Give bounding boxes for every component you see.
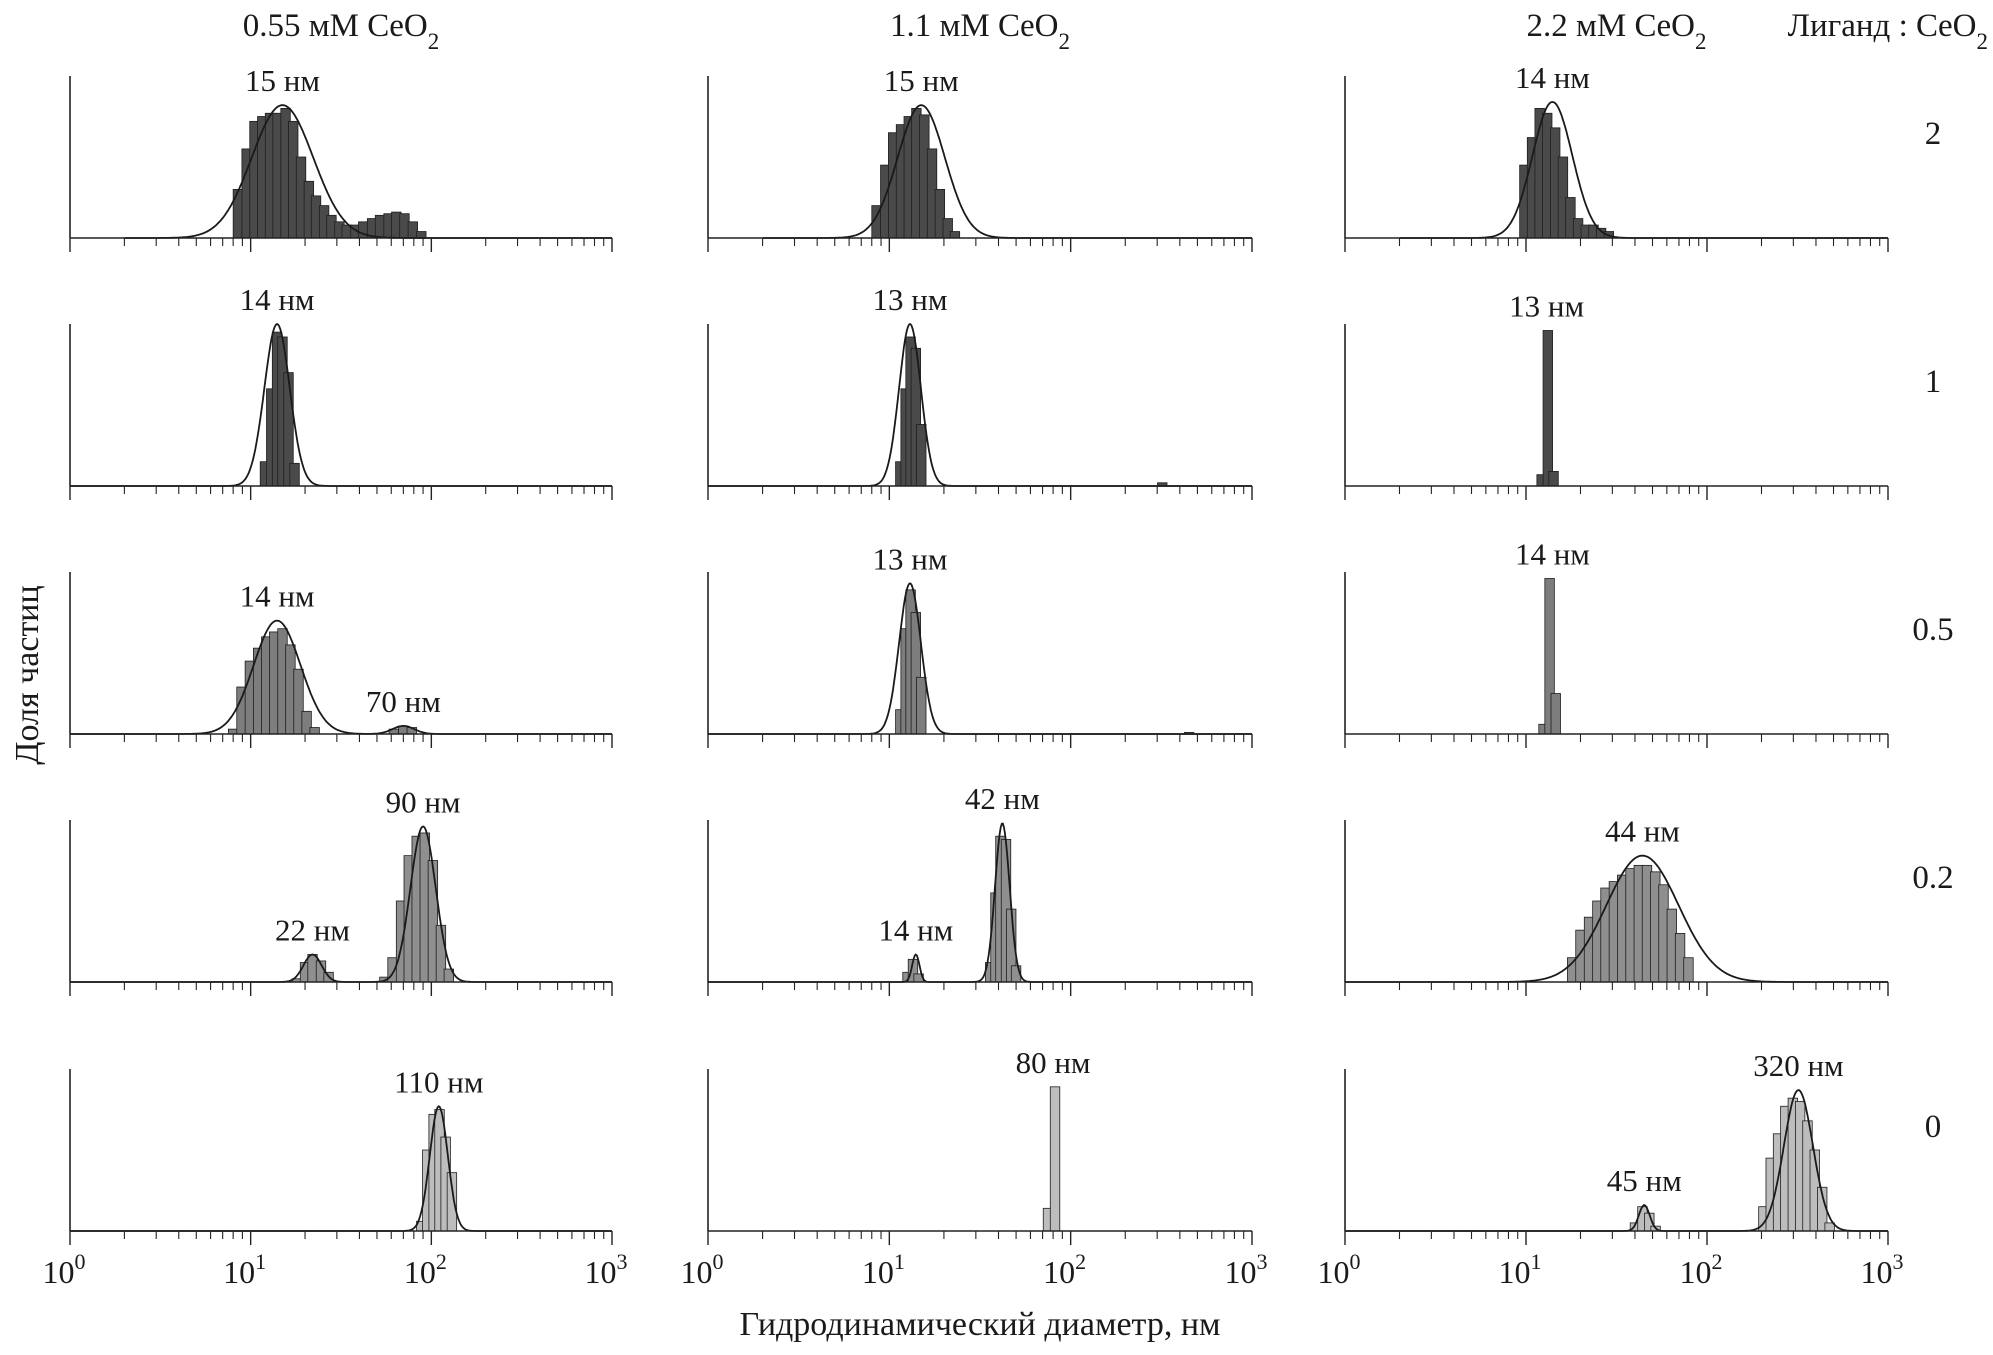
peak-label: 45 нм xyxy=(1607,1163,1682,1198)
panel-r0-c2: 14 нм xyxy=(1344,60,1889,252)
fit-curve xyxy=(708,582,1252,735)
panel-r3-c2: 44 нм xyxy=(1344,814,1889,996)
panel-r4-c0: 110 нм xyxy=(69,1064,613,1245)
peak-label: 70 нм xyxy=(366,684,441,719)
peak-label: 15 нм xyxy=(245,63,320,98)
peak-label: 90 нм xyxy=(386,784,461,819)
fit-curve xyxy=(70,619,612,735)
panels: 15 нм 15 нм 14 нм 14 нм 13 нм 13 нм 14 нм 70 нм… xyxy=(69,60,1889,1245)
x-tick-label: 103 xyxy=(585,1249,628,1290)
peak-label: 22 нм xyxy=(275,912,350,947)
column-title-1: 1.1 мМ CeO2 xyxy=(890,8,1070,54)
peak-label: 14 нм xyxy=(1515,60,1590,95)
bar-23 xyxy=(416,231,427,239)
peak-label: 15 нм xyxy=(884,63,959,98)
peak-label: 80 нм xyxy=(1016,1045,1091,1080)
bar-2 xyxy=(1548,471,1559,487)
peak-label: 13 нм xyxy=(873,282,948,317)
panel-r2-c2: 14 нм xyxy=(1344,536,1889,748)
bar-1 xyxy=(1542,330,1553,487)
ratio-label-3: 0.2 xyxy=(1912,860,1953,896)
fit-curve xyxy=(762,104,1252,239)
x-tick-label: 102 xyxy=(1043,1249,1086,1290)
peak-label: 13 нм xyxy=(1509,288,1584,323)
peak-label: 320 нм xyxy=(1753,1048,1843,1083)
x-tick-label: 100 xyxy=(681,1249,724,1290)
ratio-label-1: 1 xyxy=(1925,364,1942,400)
x-tick-label: 102 xyxy=(1680,1249,1723,1290)
x-tick-label: 101 xyxy=(223,1249,266,1290)
fit-curve xyxy=(708,323,1252,487)
x-axis-label: Гидродинамический диаметр, нм xyxy=(739,1306,1220,1343)
bar-10 xyxy=(949,231,961,239)
fit-curve xyxy=(708,822,1252,983)
peak-label: 13 нм xyxy=(873,541,948,576)
panel-r1-c0: 14 нм xyxy=(69,282,613,500)
peak-label: 110 нм xyxy=(394,1064,483,1099)
bar-1 xyxy=(1049,1086,1061,1232)
bar-4 xyxy=(916,424,927,487)
x-tick-label: 100 xyxy=(1318,1249,1361,1290)
bar-10 xyxy=(309,727,320,735)
bar-5 xyxy=(289,462,300,487)
peak-label: 14 нм xyxy=(240,282,315,317)
panel-r4-c2: 45 нм 320 нм xyxy=(1344,1048,1889,1245)
peak-label: 14 нм xyxy=(240,579,315,614)
fit-curve xyxy=(70,1105,612,1232)
panel-r4-c1: 80 нм xyxy=(707,1045,1253,1245)
bar-2 xyxy=(1550,693,1561,735)
column-title-0: 0.55 мМ CeO2 xyxy=(243,8,439,54)
peak-label: 42 нм xyxy=(965,781,1040,816)
x-tick-label: 101 xyxy=(1499,1249,1542,1290)
x-tick-labels: 100 101 102 103 100 101 102 103 100 101 102 103 xyxy=(43,1249,1904,1290)
panel-r0-c0: 15 нм xyxy=(69,63,613,252)
panel-r2-c0: 14 нм 70 нм xyxy=(69,572,613,748)
panel-r3-c1: 14 нм 42 нм xyxy=(707,781,1253,996)
ratio-label-4: 0 xyxy=(1925,1109,1942,1145)
ratio-label-2: 0.5 xyxy=(1912,612,1953,648)
x-tick-label: 103 xyxy=(1861,1249,1904,1290)
bar-18 xyxy=(374,214,386,239)
x-tick-label: 100 xyxy=(43,1249,86,1290)
x-tick-label: 102 xyxy=(404,1249,447,1290)
fit-curve xyxy=(70,322,612,487)
ratio-label-0: 2 xyxy=(1925,116,1942,152)
ratio-header: Лиганд : CeO2 xyxy=(1788,8,1988,54)
column-title-2: 2.2 мМ CeO2 xyxy=(1527,8,1707,54)
panel-r1-c2: 13 нм xyxy=(1344,288,1889,500)
peak-label: 44 нм xyxy=(1605,814,1680,849)
y-axis-label: Доля частиц xyxy=(9,585,46,764)
panel-r3-c0: 22 нм 90 нм xyxy=(69,784,613,996)
fit-curve xyxy=(1399,101,1888,239)
panel-r1-c1: 13 нм xyxy=(707,282,1253,500)
bar-4 xyxy=(916,676,927,735)
x-tick-label: 101 xyxy=(862,1249,905,1290)
fit-curve xyxy=(124,104,612,239)
x-tick-label: 103 xyxy=(1225,1249,1268,1290)
peak-label: 14 нм xyxy=(878,912,953,947)
bar-14 xyxy=(1683,957,1694,983)
panel-r2-c1: 13 нм xyxy=(707,541,1253,748)
ratio-labels: 2 1 0.5 0.2 0 xyxy=(1912,116,1953,1145)
panel-r0-c1: 15 нм xyxy=(707,63,1253,252)
fit-curve xyxy=(70,825,612,983)
column-headers: 0.55 мМ CeO2 1.1 мМ CeO2 2.2 мМ CeO2 Лиганд… xyxy=(243,8,1988,54)
peak-label: 14 нм xyxy=(1515,536,1590,571)
